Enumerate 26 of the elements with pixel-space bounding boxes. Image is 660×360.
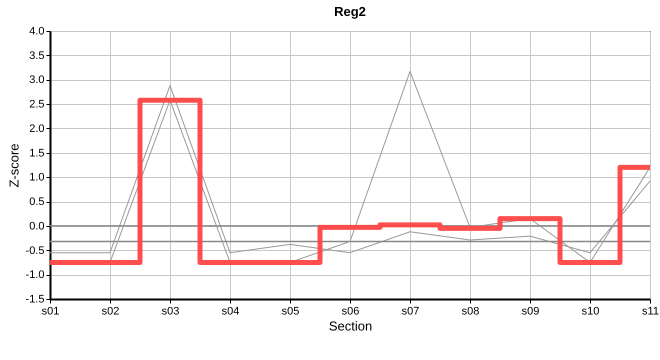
x-tick-label: s07 (402, 306, 420, 318)
y-tick-label: 3.0 (29, 74, 44, 86)
y-axis-title: Z-score (6, 143, 22, 188)
x-tick-label: s10 (582, 306, 600, 318)
x-tick-label: s08 (462, 306, 480, 318)
y-tick-label: -1.0 (26, 269, 44, 282)
y-tick-label: -0.5 (26, 244, 44, 257)
x-tick-label: s09 (522, 306, 540, 318)
x-tick-label: s11 (642, 306, 659, 318)
chart-title: Reg2 (334, 4, 366, 19)
y-tick-label: 3.5 (29, 50, 44, 62)
x-tick-label: s05 (282, 306, 300, 318)
x-tick-label: s04 (222, 306, 240, 318)
x-axis-title: Section (328, 318, 372, 334)
y-tick-label: 1.0 (29, 172, 44, 184)
x-tick-label: s01 (42, 306, 60, 318)
y-tick-label: 2.0 (29, 122, 44, 135)
y-tick-label: 1.5 (29, 147, 44, 160)
x-tick-label: s02 (102, 306, 120, 318)
x-tick-label: s03 (162, 306, 180, 318)
y-tick-label: 0.0 (29, 220, 44, 232)
y-tick-label: -1.5 (26, 294, 44, 306)
y-tick-label: 0.5 (29, 196, 44, 208)
x-tick-label: s06 (342, 306, 360, 318)
y-tick-label: 2.5 (29, 98, 44, 111)
y-tick-label: 4.0 (29, 26, 44, 38)
